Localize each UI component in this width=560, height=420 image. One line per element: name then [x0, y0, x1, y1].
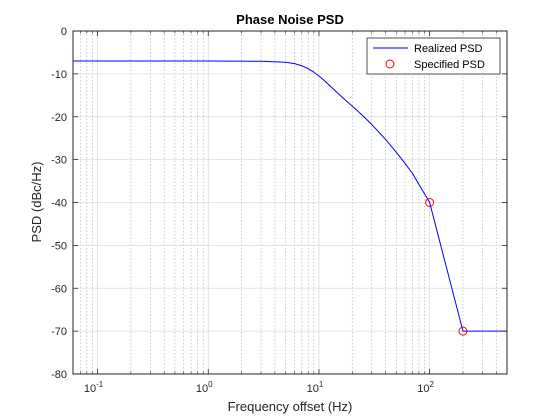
- x-tick-exponent: 1: [319, 380, 324, 389]
- x-tick-base: 10: [307, 383, 319, 395]
- x-tick-label: 102: [417, 380, 434, 395]
- legend-label-realized: Realized PSD: [414, 43, 483, 55]
- y-tick-label: 0: [61, 26, 67, 38]
- legend-label-specified: Specified PSD: [414, 59, 485, 71]
- x-tick-base: 10: [417, 383, 429, 395]
- x-axis-label: Frequency offset (Hz): [228, 399, 353, 414]
- specified-psd-marker: [425, 198, 435, 207]
- x-tick-base: 10: [84, 383, 96, 395]
- y-tick-label: -60: [51, 283, 67, 295]
- specified-psd-marker: [458, 326, 468, 336]
- y-tick-label: -10: [51, 69, 67, 81]
- legend: Realized PSD Specified PSD: [366, 37, 501, 75]
- x-tick-exponent: 0: [208, 380, 213, 389]
- y-tick-label: -70: [51, 326, 67, 338]
- y-tick-label: -20: [51, 112, 67, 124]
- x-tick-label: 100: [196, 380, 213, 395]
- y-tick-label: -30: [51, 155, 67, 167]
- x-tick-label: 101: [307, 380, 324, 395]
- y-axis-label: PSD (dBc/Hz): [29, 162, 44, 243]
- y-tick-label: -40: [51, 198, 67, 210]
- y-tick-label: -50: [51, 240, 67, 252]
- x-tick-label: 10-1: [84, 380, 104, 395]
- x-tick-exponent: 2: [430, 380, 435, 389]
- x-tick-base: 10: [196, 383, 208, 395]
- realized-psd-line: [73, 60, 507, 332]
- major-grid: [73, 31, 507, 374]
- axis-ticks: [72, 30, 508, 375]
- legend-marker-specified: [385, 59, 395, 69]
- chart-title: Phase Noise PSD: [236, 12, 344, 27]
- x-tick-exponent: -1: [96, 380, 104, 389]
- y-tick-label: -80: [51, 369, 67, 381]
- series-layer: [73, 60, 507, 336]
